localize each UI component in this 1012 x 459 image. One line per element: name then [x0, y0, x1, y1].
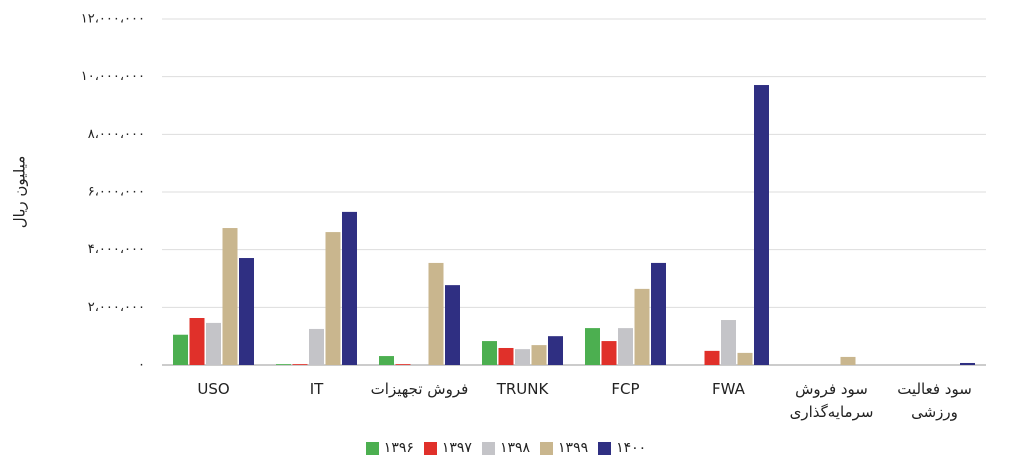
x-tick-label: سود فعالیت ورزشی [897, 380, 972, 421]
bar [960, 362, 975, 365]
bar [342, 211, 357, 365]
bar [445, 285, 460, 365]
bar [379, 356, 394, 365]
bar [222, 228, 238, 365]
y-tick-label: ۱۲،۰۰۰،۰۰۰ [81, 12, 145, 27]
legend-swatch [540, 441, 554, 455]
x-tick-label: سود فروش سرمایه‌گذاری [789, 380, 874, 421]
bar [601, 341, 617, 365]
legend-item: ۱۳۹۸ [481, 440, 531, 456]
legend-label: ۱۳۹۶ [383, 440, 414, 456]
bar [395, 364, 411, 365]
y-tick-label: ۱۰،۰۰۰،۰۰۰ [81, 69, 145, 84]
legend-label: ۱۴۰۰ [616, 440, 647, 456]
legend-item: ۱۳۹۹ [540, 440, 588, 456]
y-axis-label: میلیون ریال [11, 156, 29, 228]
legend-item: ۱۴۰۰ [598, 440, 646, 456]
legend-label: ۱۳۹۷ [441, 440, 472, 456]
y-tick-label: ۴،۰۰۰،۰۰۰ [88, 242, 145, 257]
bar [325, 232, 341, 365]
bar [309, 328, 324, 365]
x-tick-label: IT [309, 380, 324, 398]
bar [531, 345, 547, 365]
bar [428, 262, 444, 365]
x-tick-label: TRUNK [496, 380, 549, 398]
bar [482, 341, 497, 365]
x-tick-label: FWA [712, 380, 745, 398]
bar [173, 334, 188, 365]
bar [737, 352, 753, 365]
bar [721, 320, 736, 365]
x-tick-label: USO [197, 380, 230, 398]
bar [276, 364, 291, 365]
legend-label: ۱۳۹۹ [558, 440, 589, 456]
y-tick-label: ۶،۰۰۰،۰۰۰ [88, 185, 145, 200]
bar [754, 85, 769, 366]
bar [704, 350, 720, 365]
bar [840, 356, 856, 365]
bar [634, 288, 650, 365]
bar [548, 336, 563, 365]
y-tick-label: ۲،۰۰۰،۰۰۰ [88, 300, 145, 315]
legend-label: ۱۳۹۸ [499, 440, 531, 456]
bar [618, 328, 633, 365]
x-tick-label: فروش تجهیزات [370, 380, 469, 398]
bar [585, 328, 600, 365]
bar [206, 322, 221, 365]
legend-swatch [423, 441, 437, 455]
bar [515, 349, 530, 365]
bar [189, 318, 205, 365]
legend-swatch [598, 441, 612, 455]
legend: ۱۳۹۶ ۱۳۹۷ ۱۳۹۸ ۱۳۹۹ ۱۴۰۰ [0, 440, 1012, 456]
y-tick-label: ۸،۰۰۰،۰۰۰ [88, 127, 145, 142]
legend-swatch [365, 441, 379, 455]
legend-item: ۱۳۹۷ [423, 440, 472, 456]
legend-item: ۱۳۹۶ [365, 440, 414, 456]
x-tick-label: FCP [611, 380, 640, 398]
bar [651, 262, 666, 365]
bar [239, 258, 254, 365]
bar [292, 364, 308, 365]
y-tick-label: ۰ [138, 358, 145, 373]
bar [498, 347, 514, 365]
legend-swatch [481, 441, 495, 455]
